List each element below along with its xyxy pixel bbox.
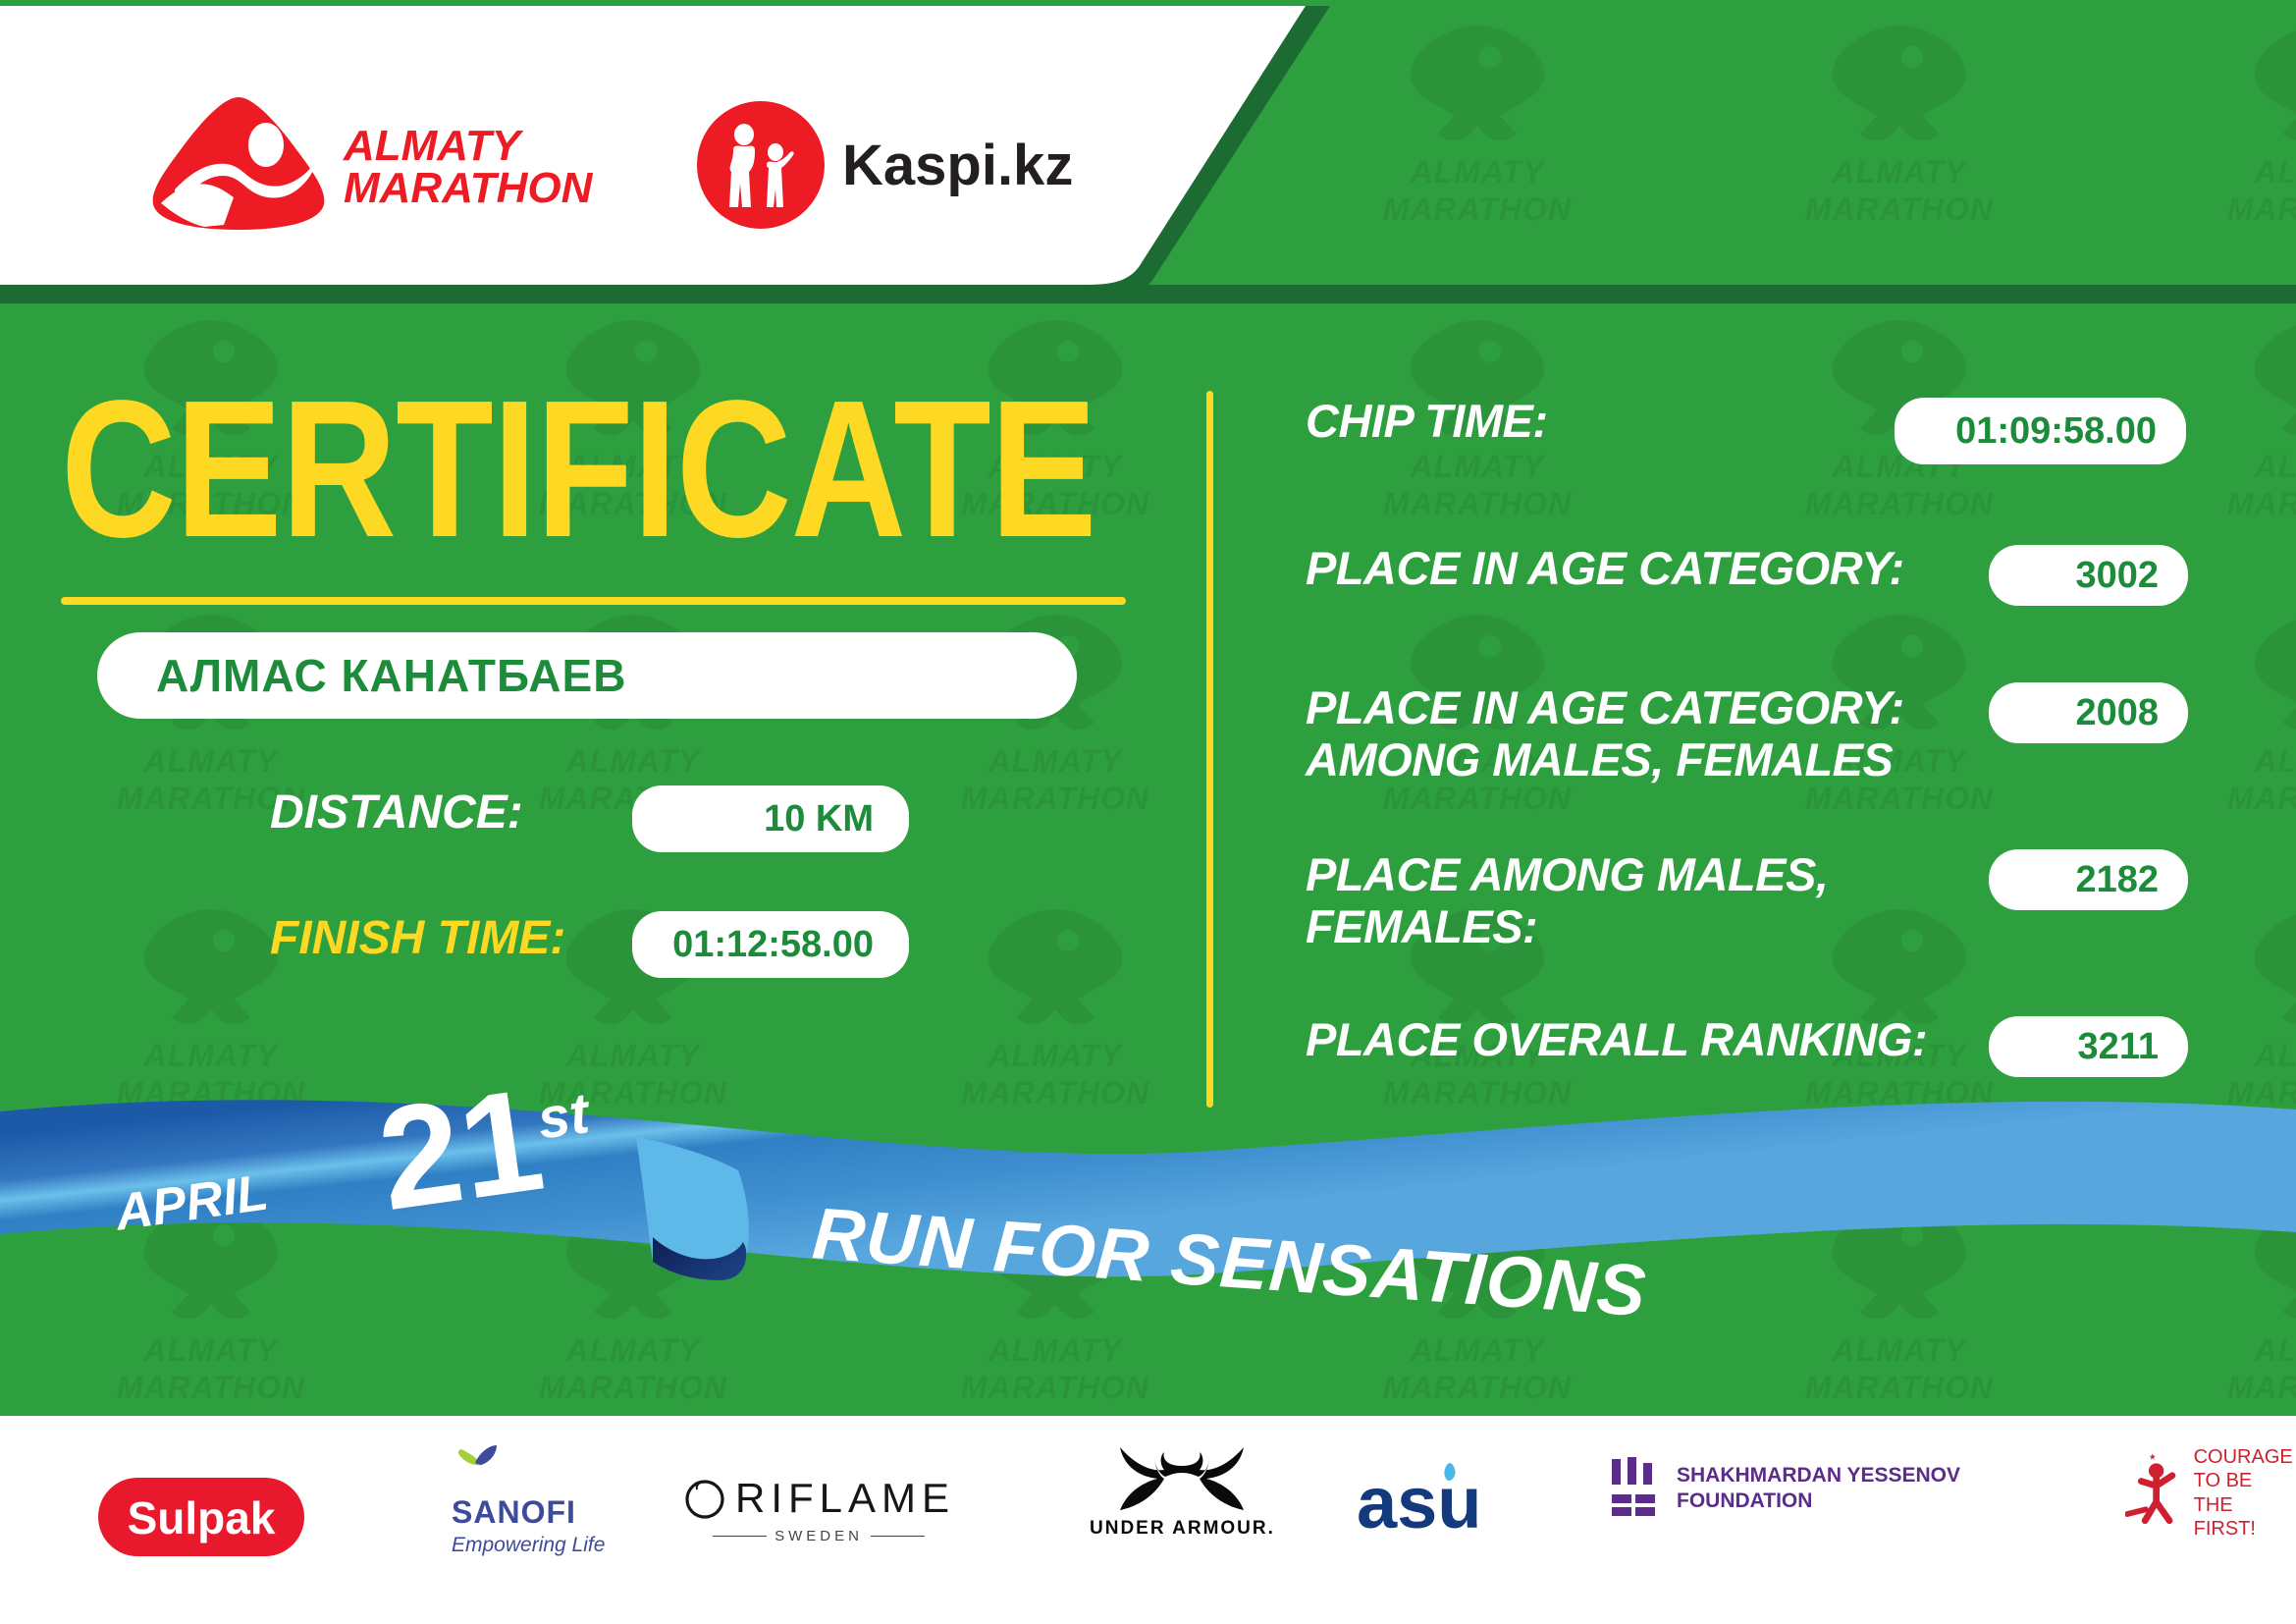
svg-text:asu: asu bbox=[1357, 1462, 1482, 1543]
svg-text:★: ★ bbox=[2149, 1451, 2157, 1461]
svg-text:Sulpak: Sulpak bbox=[128, 1492, 276, 1543]
